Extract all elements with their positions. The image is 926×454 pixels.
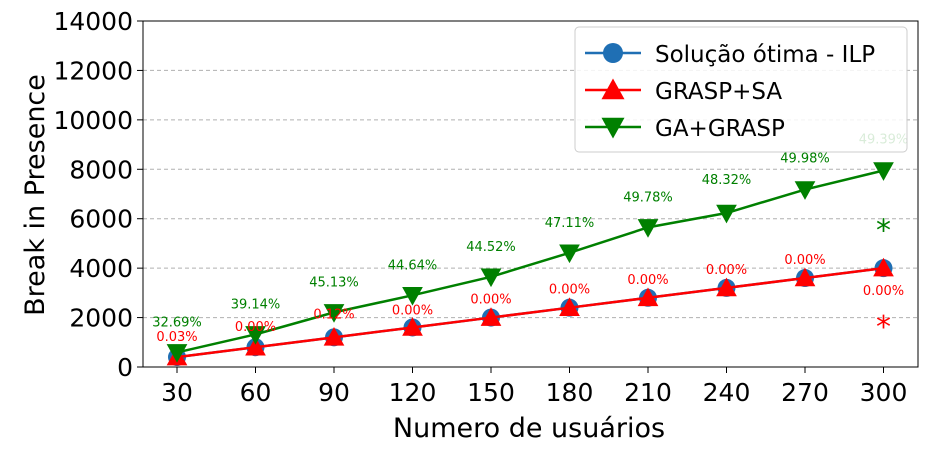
series-line: [176, 266, 884, 359]
annotation-label: 44.52%: [466, 240, 516, 255]
data-point: [794, 267, 816, 287]
annotation-label: 0.00%: [470, 293, 511, 308]
legend-label: GRASP+SA: [655, 79, 782, 105]
data-point: [323, 326, 345, 346]
y-tick-label: 8000: [69, 155, 133, 184]
data-point: [559, 297, 580, 316]
x-tick-label: 150: [467, 378, 515, 407]
x-tick-label: 210: [624, 378, 672, 407]
x-tick-label: 120: [389, 378, 437, 407]
y-axis-title: Break in Presence: [20, 74, 51, 316]
x-axis-ticks: 30 60 90 120 150 180 210 240 270 300: [161, 367, 907, 407]
y-tick-label: 2000: [69, 304, 133, 333]
annotation-label: 48.32%: [702, 173, 752, 188]
x-tick-label: 30: [161, 378, 193, 407]
y-tick-label: 4000: [69, 254, 133, 283]
legend-marker: [603, 43, 623, 63]
series-line: [176, 169, 884, 354]
data-point: [402, 317, 423, 336]
data-point: [323, 304, 345, 323]
data-point: [716, 204, 737, 224]
annotation-label: 0.00%: [706, 263, 747, 278]
data-point: [245, 336, 266, 356]
data-point: [559, 244, 580, 264]
data-point: [402, 287, 423, 306]
data-point: [873, 162, 894, 181]
y-axis-ticks: 0 2000 4000 6000 8000 10000 12000 14000: [53, 7, 143, 382]
annotation-label: 0.00%: [863, 284, 904, 299]
annotation-label: 0.00%: [392, 303, 433, 318]
x-axis-title: Numero de usuários: [393, 413, 665, 444]
legend-item: GA+GRASP: [585, 116, 785, 142]
legend-item: Solução ótima - ILP: [585, 42, 875, 68]
x-tick-label: 90: [318, 378, 350, 407]
annotation-label: 47.11%: [545, 216, 595, 231]
data-point: [873, 257, 894, 277]
legend-marker: [601, 117, 625, 139]
annotation-label: 0.12%: [313, 307, 354, 322]
plot-frame: [142, 20, 919, 368]
data-point: [716, 277, 737, 297]
annotation-label: 0.03%: [156, 330, 197, 345]
data-point: [637, 219, 659, 238]
legend-box: [574, 26, 908, 153]
annotation-label: 44.64%: [388, 258, 438, 273]
data-annotations: 0.03% 0.00% 0.12% 0.00% 0.00% 0.00% 0.00% 0.00%…: [152, 133, 908, 346]
x-tick-label: 300: [860, 378, 908, 407]
annotation-label: 45.13%: [309, 275, 359, 290]
y-tick-label: 0: [117, 353, 133, 382]
annotation-label: 0.00%: [235, 320, 276, 335]
y-tick-label: 14000: [53, 7, 133, 36]
legend-label: GA+GRASP: [655, 116, 785, 142]
star-mark: *: [876, 214, 891, 249]
annotation-label: 0.00%: [627, 273, 668, 288]
data-point: [245, 326, 266, 345]
data-point: [794, 181, 816, 200]
y-tick-label: 12000: [53, 56, 133, 85]
annotation-label: 0.00%: [784, 253, 825, 268]
grid-lines: [143, 69, 918, 319]
annotation-label: 49.98%: [780, 152, 830, 167]
data-point: [480, 307, 502, 326]
series-2: [166, 162, 894, 363]
legend-item: GRASP+SA: [585, 78, 782, 105]
data-point: [637, 287, 659, 307]
annotation-label: 0.00%: [549, 283, 590, 298]
x-tick-label: 180: [546, 378, 594, 407]
annotation-label: 39.14%: [231, 297, 281, 312]
data-point: [480, 268, 502, 288]
data-point: [166, 344, 188, 363]
star-mark: *: [876, 310, 891, 345]
legend-label: Solução ótima - ILP: [655, 42, 875, 68]
series-group: [166, 162, 894, 367]
legend: Solução ótima - ILP GRASP+SA GA+GRASP: [574, 26, 908, 153]
annotation-label: 32.69%: [152, 315, 202, 330]
legend-marker: [601, 78, 625, 100]
x-tick-label: 60: [240, 378, 272, 407]
y-tick-label: 10000: [53, 106, 133, 135]
y-tick-label: 6000: [69, 205, 133, 234]
series-1: [166, 257, 894, 366]
annotation-label: 49.78%: [623, 190, 673, 205]
x-tick-label: 270: [781, 378, 829, 407]
x-tick-label: 240: [703, 378, 751, 407]
